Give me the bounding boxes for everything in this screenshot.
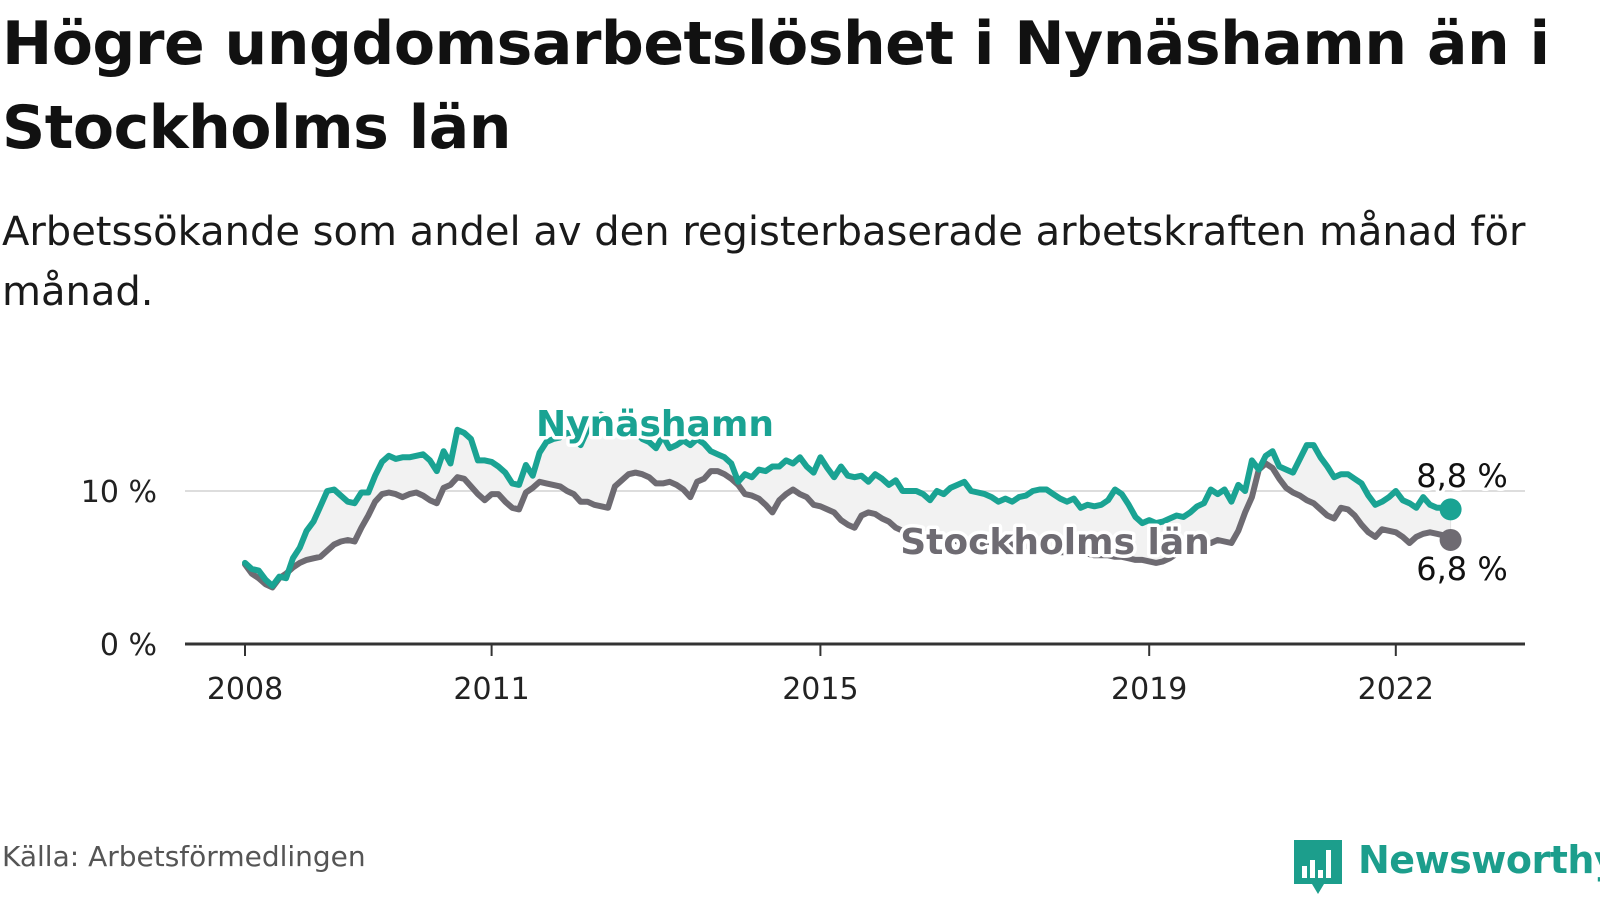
x-tick-label: 2019	[1111, 672, 1187, 707]
line-nynashamn	[242, 411, 1454, 589]
line-chart: 2008 2011 2015 2019 2022 0 % 10 % Nynäshamn St…	[81, 401, 1525, 707]
end-label-stockholms-lan: 6,8 %	[1416, 550, 1507, 588]
source-note: Källa: Arbetsförmedlingen	[2, 840, 366, 873]
y-axis-labels: 0 % 10 %	[81, 475, 157, 663]
y-tick-label: 0 %	[100, 628, 157, 663]
chart-subtitle: Arbetssökande som andel av den registerb…	[2, 209, 1526, 315]
end-point-stockholms-lan	[1439, 528, 1462, 551]
newsworthy-logo[interactable]: Newsworthy	[1290, 836, 1600, 896]
x-tick-label: 2011	[453, 672, 529, 707]
series-label-stockholms-lan: Stockholms län	[900, 522, 1210, 563]
x-tick-label: 2022	[1358, 672, 1434, 707]
line-stockholms-lan	[242, 460, 1454, 591]
series-labels: Nynäshamn Stockholms län 8,8 % 6,8 %	[532, 401, 1511, 592]
chart-title: Högre ungdomsarbetslöshet i Nynäshamn än…	[2, 9, 1550, 163]
x-axis: 2008 2011 2015 2019 2022	[185, 642, 1525, 707]
x-tick-label: 2008	[207, 672, 283, 707]
brand-name: Newsworthy	[1358, 838, 1600, 882]
newsworthy-logo-icon	[1294, 840, 1342, 894]
y-tick-label: 10 %	[81, 475, 157, 510]
series-points	[1439, 498, 1462, 551]
x-tick-label: 2015	[782, 672, 858, 707]
end-label-nynashamn: 8,8 %	[1416, 457, 1507, 495]
series-lines	[242, 411, 1454, 591]
series-label-nynashamn: Nynäshamn	[536, 404, 774, 445]
end-point-nynashamn	[1439, 498, 1462, 521]
